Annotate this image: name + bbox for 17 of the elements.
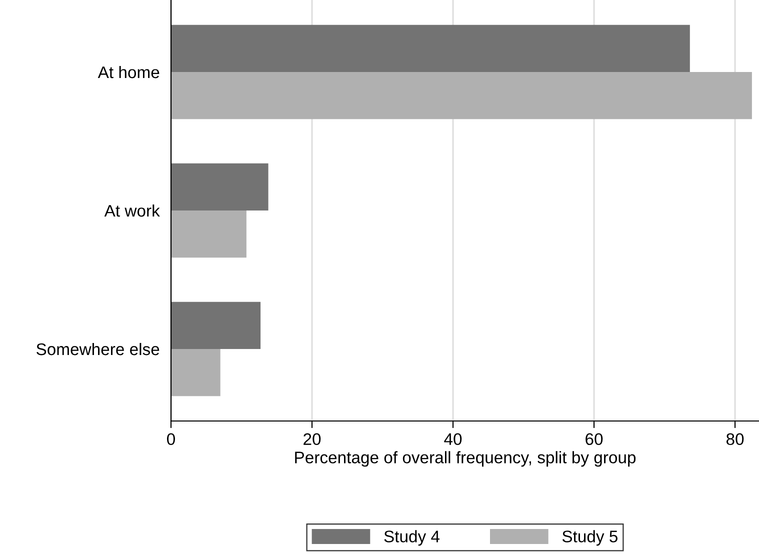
y-tick-label: At home — [98, 66, 160, 78]
x-tick-label: 20 — [304, 433, 321, 446]
y-tick-label: At work — [104, 204, 160, 217]
bar — [171, 302, 261, 349]
x-tick-label: 40 — [444, 433, 462, 446]
bar — [171, 163, 268, 210]
x-tick-label: 80 — [726, 433, 744, 446]
x-tick-label: 60 — [586, 433, 603, 446]
bar — [171, 24, 690, 72]
bar — [171, 348, 220, 396]
legend-label: Study 5 — [562, 530, 618, 546]
legend-label: Study 4 — [384, 530, 440, 546]
y-tick-label: Somewhere else — [36, 342, 160, 356]
bar — [171, 210, 246, 258]
x-tick-label: 0 — [167, 433, 175, 446]
bar — [171, 72, 752, 120]
x-axis-title: Percentage of overall frequency, split by group — [295, 451, 636, 467]
